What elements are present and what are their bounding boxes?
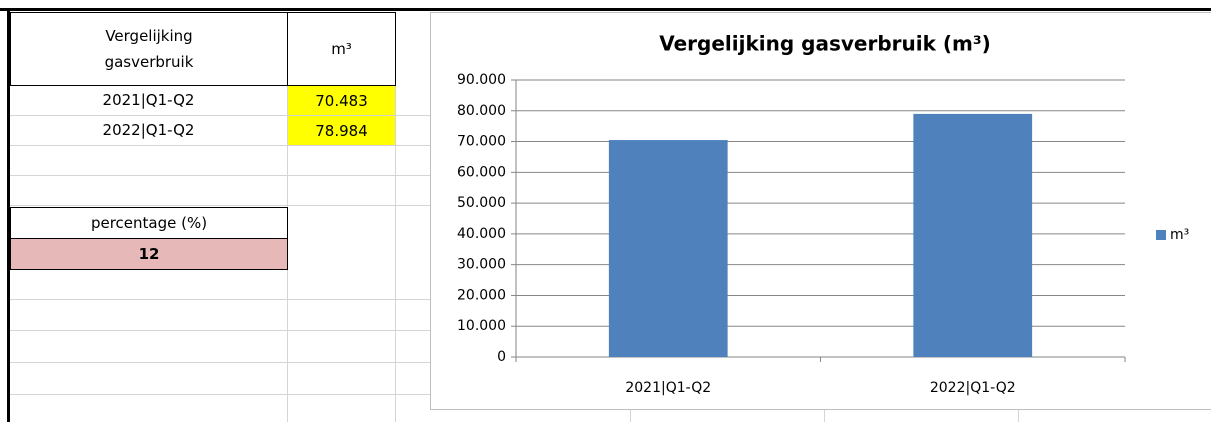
legend-swatch xyxy=(1156,230,1166,240)
left-border xyxy=(7,8,10,422)
y-tick-label: 20.000 xyxy=(457,287,506,303)
chart: Vergelijking gasverbruik (m³) 0 10.000 20.… xyxy=(430,12,1211,410)
y-tick-label: 90.000 xyxy=(457,72,506,88)
top-border xyxy=(0,8,1211,11)
legend-label: m³ xyxy=(1170,227,1189,243)
y-tick-label: 30.000 xyxy=(457,257,506,273)
percentage-label: percentage (%) xyxy=(10,207,288,239)
chart-area xyxy=(430,12,1211,410)
y-tick-label: 10.000 xyxy=(457,318,506,334)
row-label: 2021|Q1-Q2 xyxy=(102,91,195,109)
x-tick-label: 2022|Q1-Q2 xyxy=(930,380,1016,396)
y-tick-label: 0 xyxy=(497,349,506,365)
value-cell: 78.984 xyxy=(288,116,395,145)
percentage-value: 12 xyxy=(10,238,288,270)
y-tick-label: 50.000 xyxy=(457,195,506,211)
row-label: 2022|Q1-Q2 xyxy=(102,121,195,139)
y-tick-label: 40.000 xyxy=(457,226,506,242)
value-cell: 70.483 xyxy=(288,86,395,115)
bar xyxy=(913,113,1033,357)
bar xyxy=(608,140,728,357)
y-tick-label: 80.000 xyxy=(457,103,506,119)
header-cell: Vergelijking gasverbruik xyxy=(10,12,288,86)
x-tick-label: 2021|Q1-Q2 xyxy=(625,380,711,396)
y-tick-label: 60.000 xyxy=(457,164,506,180)
chart-title: Vergelijking gasverbruik (m³) xyxy=(659,32,991,56)
y-tick-label: 70.000 xyxy=(457,134,506,150)
header-cell: m³ xyxy=(287,12,396,86)
